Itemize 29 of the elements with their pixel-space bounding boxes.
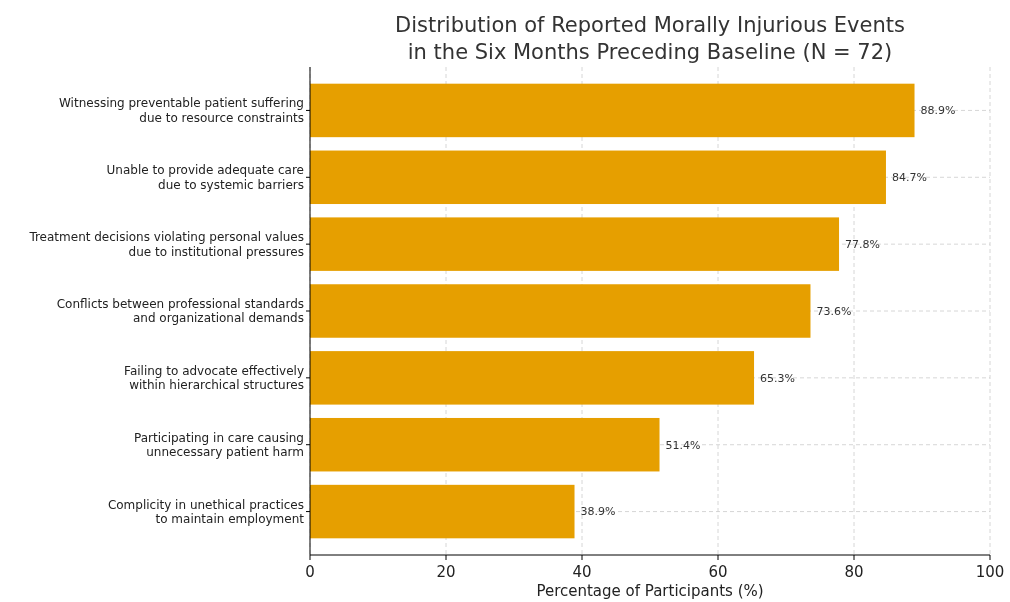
x-axis-title: Percentage of Participants (%) <box>536 582 764 600</box>
data-label: 88.9% <box>920 104 956 118</box>
x-tick-label: 0 <box>305 563 315 581</box>
y-tick-label: Complicity in unethical practices to maintain employment <box>107 497 305 526</box>
x-tick-label: 100 <box>975 563 1005 581</box>
bar <box>310 150 886 205</box>
y-tick-label: Unable to provide adequate care due to systemic barriers <box>106 163 304 192</box>
bar <box>310 417 660 472</box>
data-label: 51.4% <box>665 438 701 452</box>
data-label: 84.7% <box>891 171 927 185</box>
bar <box>310 484 575 539</box>
y-tick-label: Failing to advocate effectively within hierarchical structures <box>124 363 304 393</box>
data-label: 73.6% <box>816 304 852 318</box>
y-tick-label: Treatment decisions violating personal values due to institutional pressures <box>28 230 304 259</box>
data-label: 38.9% <box>580 505 616 519</box>
x-tick-label: 60 <box>708 563 728 581</box>
y-tick-label: Conflicts between professional standards and organizational demands <box>56 297 304 326</box>
y-tick-label: Participating in care causing unnecessary patient harm <box>134 430 304 460</box>
chart-title: Distribution of Reported Morally Injurious Events in the Six Months Preceding Baseline (N = 72) <box>395 13 905 64</box>
bar <box>310 217 840 271</box>
x-tick-label: 80 <box>844 563 864 581</box>
data-label: 77.8% <box>845 237 880 251</box>
y-tick-label: Witnessing preventable patient suffering due to resource constraints <box>59 96 304 125</box>
bar <box>310 351 755 405</box>
data-label: 65.3% <box>760 371 795 385</box>
bar <box>310 284 811 338</box>
x-tick-label: 20 <box>436 563 456 581</box>
bar <box>310 83 915 138</box>
x-tick-label: 40 <box>572 563 592 581</box>
